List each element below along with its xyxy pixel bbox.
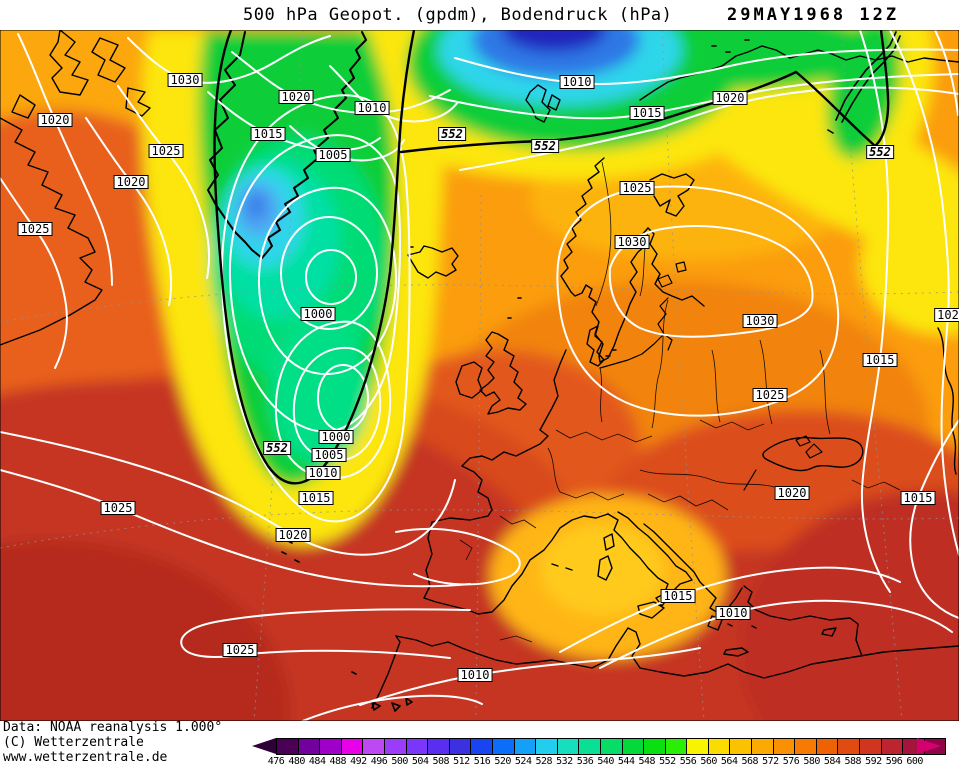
- colorbar-tick: 556: [679, 756, 697, 767]
- colorbar-tick: 516: [473, 756, 491, 767]
- colorbar-tick: 528: [535, 756, 553, 767]
- colorbar-tick: 488: [329, 756, 347, 767]
- colorbar-tick: 520: [494, 756, 511, 767]
- colorbar-cell: [773, 739, 796, 754]
- colorbar-cell: [298, 739, 321, 754]
- coastlines: [0, 29, 959, 712]
- colorbar-cell: [341, 739, 364, 754]
- website-text: www.wetterzentrale.de: [3, 750, 168, 765]
- colorbar-cell: [881, 739, 904, 754]
- colorbar-tick: 508: [432, 756, 450, 767]
- colorbar-tick: 524: [514, 756, 532, 767]
- colorbar-tick: 564: [720, 756, 738, 767]
- colorbar-cell: [579, 739, 601, 754]
- colorbar-cell: [320, 739, 342, 754]
- colorbar-cell: [536, 739, 558, 754]
- colorbar-tick: 592: [865, 756, 882, 767]
- colorbar-cell: [838, 739, 861, 754]
- colorbar-cell: [363, 739, 385, 754]
- colorbar-cells: [276, 738, 947, 755]
- colorbar-tick: 544: [617, 756, 635, 767]
- colorbar-cell: [665, 739, 688, 754]
- colorbar-tick: 596: [885, 756, 903, 767]
- colorbar-tick: 580: [803, 756, 820, 767]
- colorbar-cell: [557, 739, 580, 754]
- colorbar-cell: [687, 739, 709, 754]
- page-title: 500 hPa Geopot. (gpdm), Bodendruck (hPa): [243, 5, 673, 25]
- colorbar-tick: 496: [370, 756, 388, 767]
- colorbar-tick: 600: [906, 756, 923, 767]
- colorbar-tick: 492: [350, 756, 367, 767]
- colorbar-tick: 576: [782, 756, 800, 767]
- colorbar-cell: [644, 739, 666, 754]
- colorbar-cell: [860, 739, 882, 754]
- colorbar-cell: [795, 739, 817, 754]
- colorbar-cell: [730, 739, 753, 754]
- colorbar-tick: 500: [391, 756, 408, 767]
- colorbar-tick: 588: [844, 756, 862, 767]
- colorbar-cell: [428, 739, 450, 754]
- colorbar-cell: [708, 739, 731, 754]
- colorbar-cell: [622, 739, 645, 754]
- colorbar-tick: 548: [638, 756, 656, 767]
- colorbar-cell: [384, 739, 407, 754]
- colorbar-cell: [752, 739, 774, 754]
- colorbar-cell: [471, 739, 493, 754]
- copyright-text: (C) Wetterzentrale: [3, 735, 144, 750]
- colorbar-cell: [277, 739, 299, 754]
- colorbar-left-arrow: [252, 738, 276, 754]
- colorbar-cell: [492, 739, 515, 754]
- colorbar-tick: 484: [308, 756, 326, 767]
- colorbar-tick: 584: [823, 756, 841, 767]
- colorbar-tick: 536: [576, 756, 594, 767]
- data-source-text: Data: NOAA reanalysis 1.000°: [3, 720, 223, 735]
- colorbar-tick: 476: [267, 756, 285, 767]
- colorbar-tick: 552: [659, 756, 676, 767]
- colorbar: 476 480 484 488 492 496 500 504 508 512 516 520 524 5…: [252, 738, 959, 768]
- valid-datetime: 29MAY1968 12Z: [727, 5, 900, 25]
- colorbar-cell: [449, 739, 472, 754]
- colorbar-tick: 512: [453, 756, 470, 767]
- colorbar-tick: 540: [597, 756, 614, 767]
- colorbar-cell: [816, 739, 839, 754]
- colorbar-cell: [406, 739, 429, 754]
- colorbar-right-arrow: [916, 738, 941, 754]
- colorbar-tick: 532: [556, 756, 573, 767]
- colorbar-tick: 480: [288, 756, 305, 767]
- colorbar-tick: 568: [741, 756, 759, 767]
- colorbar-cell: [514, 739, 537, 754]
- colorbar-cell: [600, 739, 623, 754]
- colorbar-tick: 572: [762, 756, 779, 767]
- colorbar-tick: 560: [700, 756, 717, 767]
- colorbar-tick: 504: [411, 756, 429, 767]
